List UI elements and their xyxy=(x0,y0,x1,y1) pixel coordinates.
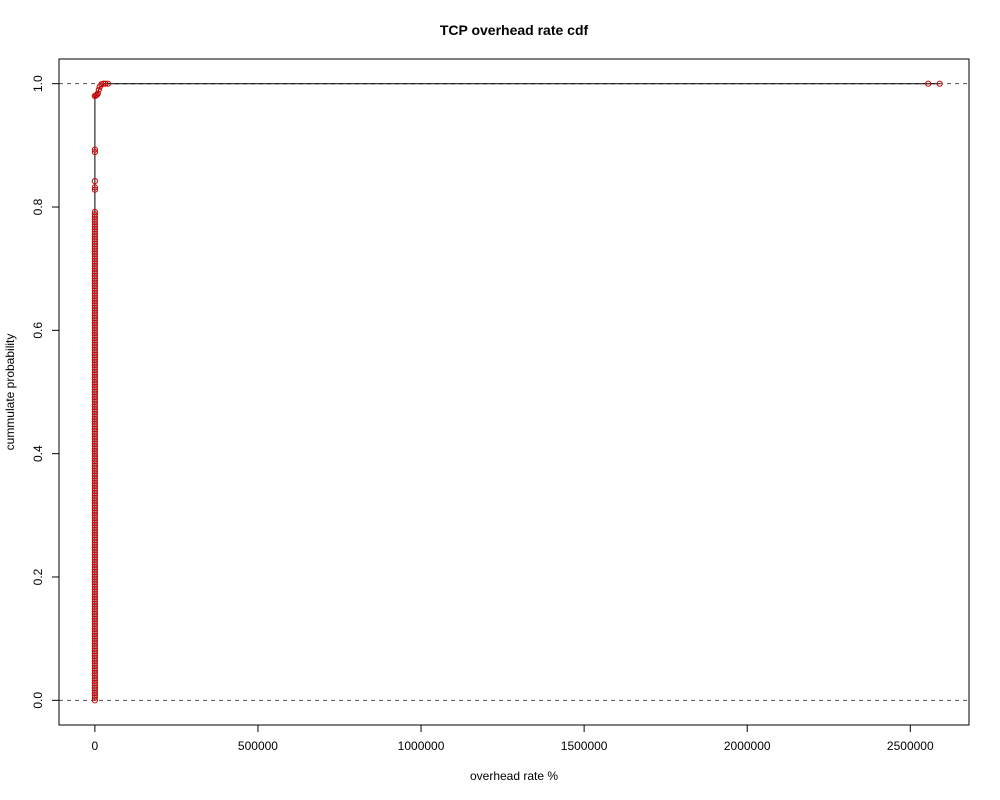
y-tick-label: 0.8 xyxy=(31,198,45,215)
x-tick-label: 1000000 xyxy=(398,739,445,753)
x-axis: 0 500000 1000000 1500000 2000000 2500000 xyxy=(92,724,934,753)
cdf-point xyxy=(91,149,98,156)
x-tick-label: 2500000 xyxy=(887,739,934,753)
cdf-point xyxy=(936,80,943,87)
cdf-point xyxy=(95,86,102,93)
x-tick-label: 2000000 xyxy=(724,739,771,753)
y-tick-label: 0.0 xyxy=(31,692,45,709)
cdf-point xyxy=(91,186,98,193)
y-tick-label: 0.4 xyxy=(31,445,45,462)
cdf-point xyxy=(102,80,109,87)
x-tick-label: 1500000 xyxy=(561,739,608,753)
chart-title: TCP overhead rate cdf xyxy=(440,22,589,38)
cdf-point xyxy=(104,80,112,87)
x-tick-label: 500000 xyxy=(238,739,278,753)
y-axis: 0.0 0.2 0.4 0.6 0.8 1.0 xyxy=(31,75,60,709)
y-tick-label: 0.6 xyxy=(31,322,45,339)
cdf-points xyxy=(91,80,943,704)
cdf-point xyxy=(100,80,107,87)
plot-frame xyxy=(58,58,970,726)
cdf-point xyxy=(91,208,98,216)
cdf-point xyxy=(91,184,98,191)
x-axis-label: overhead rate % xyxy=(470,769,558,783)
y-axis-label: cummulate probability xyxy=(3,334,17,451)
x-tick-label: 0 xyxy=(92,739,99,753)
cdf-step-path xyxy=(94,83,940,701)
y-tick-label: 0.2 xyxy=(31,568,45,585)
cdf-point xyxy=(91,146,98,153)
cdf-point xyxy=(925,80,932,87)
cdf-step-line xyxy=(94,83,940,701)
reference-lines xyxy=(59,83,969,701)
cdf-point xyxy=(91,178,98,185)
y-tick-label: 1.0 xyxy=(31,75,45,92)
cdf-point xyxy=(94,90,101,97)
cdf-point xyxy=(91,211,98,218)
